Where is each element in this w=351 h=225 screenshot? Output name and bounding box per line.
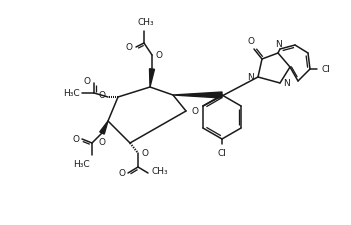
Text: Cl: Cl bbox=[218, 148, 226, 157]
Text: H₃C: H₃C bbox=[64, 89, 80, 98]
Text: O: O bbox=[126, 43, 133, 52]
Text: N: N bbox=[247, 73, 254, 82]
Polygon shape bbox=[173, 93, 222, 99]
Text: N: N bbox=[283, 79, 290, 88]
Text: CH₃: CH₃ bbox=[152, 167, 168, 176]
Text: O: O bbox=[142, 149, 149, 158]
Polygon shape bbox=[100, 122, 108, 135]
Text: N: N bbox=[274, 40, 282, 49]
Text: H₃C: H₃C bbox=[73, 159, 90, 168]
Text: O: O bbox=[118, 169, 125, 178]
Text: CH₃: CH₃ bbox=[138, 18, 154, 27]
Text: O: O bbox=[156, 51, 163, 60]
Text: O: O bbox=[72, 135, 79, 144]
Text: O: O bbox=[247, 37, 254, 46]
Text: O: O bbox=[191, 107, 198, 116]
Text: O: O bbox=[98, 91, 105, 100]
Polygon shape bbox=[150, 70, 154, 88]
Text: Cl: Cl bbox=[322, 65, 331, 74]
Text: O: O bbox=[83, 77, 90, 86]
Text: O: O bbox=[99, 137, 106, 146]
